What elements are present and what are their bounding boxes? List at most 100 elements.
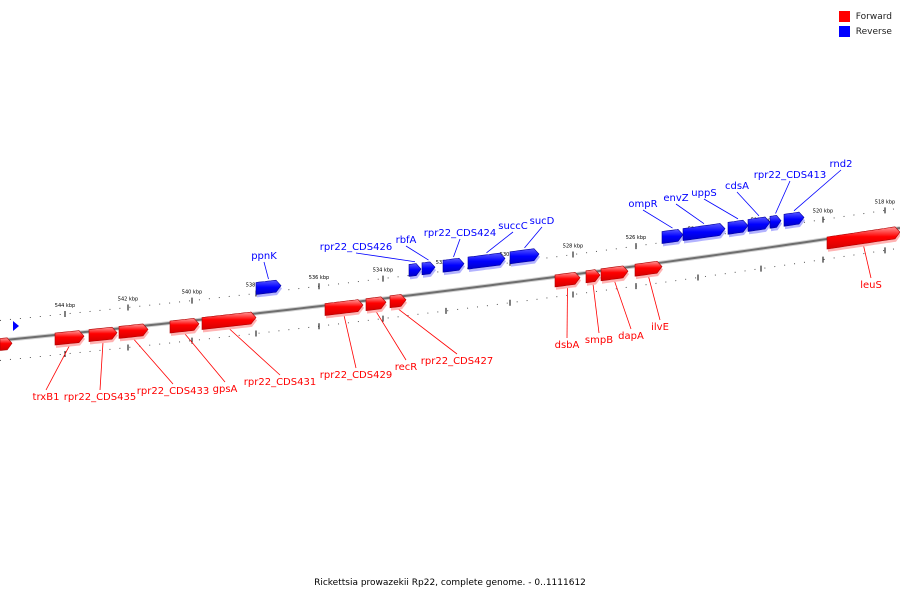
- partial-reverse-gene: [13, 321, 19, 331]
- leader-line: [375, 311, 407, 361]
- scale-tick-label: 518 kbp: [875, 199, 895, 205]
- gene-rpr22_CDS435[interactable]: [88, 326, 118, 342]
- gene-label-smpB[interactable]: smpB: [585, 335, 613, 346]
- leader-line: [405, 245, 429, 261]
- leader-line: [614, 280, 632, 330]
- leader-line: [343, 315, 357, 369]
- backbone-layer: [0, 226, 900, 343]
- leader-line: [133, 338, 174, 385]
- leader-line: [99, 342, 104, 391]
- gene-label-ilvE[interactable]: ilvE: [651, 322, 669, 333]
- gene-dapA[interactable]: [600, 265, 629, 282]
- scale-tick-label: 528 kbp: [563, 244, 583, 250]
- gene-label-gpsA[interactable]: gpsA: [213, 384, 238, 395]
- legend-label-reverse: Reverse: [855, 26, 892, 37]
- gene-trxB1[interactable]: [54, 330, 85, 346]
- gene-rpr22_CDS413[interactable]: [769, 215, 782, 229]
- gene-label-sucD[interactable]: sucD: [530, 216, 555, 227]
- gene-label-rbfA[interactable]: rbfA: [396, 235, 417, 246]
- gene-gpsA[interactable]: [169, 318, 200, 334]
- lower-scale-line: [0, 247, 900, 361]
- leader-line: [592, 283, 600, 334]
- leader-line: [703, 198, 739, 220]
- gene-uppS[interactable]: [727, 219, 749, 235]
- gene-rpr22_CDS424[interactable]: [442, 257, 465, 273]
- leader-line: [263, 261, 269, 280]
- leader-line: [453, 238, 461, 258]
- partial-forward-gene: [0, 337, 13, 351]
- scale-tick-label: 534 kbp: [373, 268, 393, 274]
- gene-rbfA[interactable]: [421, 261, 436, 276]
- gene-label-rpr22_CDS429[interactable]: rpr22_CDS429: [320, 370, 392, 381]
- gene-smpB[interactable]: [585, 269, 601, 284]
- gene-rpr22_CDS427[interactable]: [389, 294, 407, 309]
- forward-swatch: [838, 11, 850, 22]
- gene-envZ[interactable]: [682, 223, 726, 241]
- gene-label-rpr22_CDS435[interactable]: rpr22_CDS435: [64, 392, 136, 403]
- leader-line: [863, 245, 872, 279]
- gene-ilvE[interactable]: [634, 260, 663, 277]
- gene-label-rnd2[interactable]: rnd2: [830, 159, 853, 170]
- gene-label-ompR[interactable]: ompR: [628, 199, 657, 210]
- gene-ompR[interactable]: [661, 228, 684, 244]
- leader-line: [184, 333, 226, 383]
- legend-label-forward: Forward: [855, 11, 892, 22]
- leader-line: [675, 203, 705, 225]
- gene-label-trxB1[interactable]: trxB1: [33, 392, 60, 403]
- gene-succC[interactable]: [467, 252, 506, 270]
- leader-line: [524, 226, 543, 249]
- leader-line: [793, 169, 842, 212]
- gene-label-recR[interactable]: recR: [395, 362, 418, 373]
- gene-label-ppnK[interactable]: ppnK: [251, 251, 277, 262]
- leader-line: [486, 231, 514, 254]
- gene-cdsA[interactable]: [747, 216, 771, 232]
- gene-leuS[interactable]: [826, 226, 900, 250]
- gene-rpr22_CDS433[interactable]: [118, 323, 149, 339]
- leader-line: [642, 209, 673, 229]
- gene-label-rpr22_CDS426[interactable]: rpr22_CDS426: [320, 242, 392, 253]
- gene-label-rpr22_CDS413[interactable]: rpr22_CDS413: [754, 170, 826, 181]
- genome-backbone: [0, 227, 900, 342]
- scale-tick-label: 540 kbp: [182, 290, 202, 296]
- leader-line: [775, 180, 791, 214]
- leader-line: [355, 252, 416, 263]
- leader-line: [736, 191, 760, 217]
- scale-tick-label: 536 kbp: [309, 275, 329, 281]
- gene-dsbA[interactable]: [554, 271, 581, 288]
- gene-label-rpr22_CDS431[interactable]: rpr22_CDS431: [244, 377, 316, 388]
- leader-line: [648, 276, 661, 321]
- gene-rnd2[interactable]: [783, 211, 805, 227]
- scale-tick-label: 544 kbp: [55, 303, 75, 309]
- leader-line: [566, 287, 568, 339]
- gene-label-rpr22_CDS433[interactable]: rpr22_CDS433: [137, 386, 209, 397]
- map-caption: Rickettsia prowazekii Rp22, complete gen…: [314, 578, 586, 588]
- leader-line: [397, 308, 458, 355]
- genes-layer: [0, 211, 900, 351]
- gene-label-envZ[interactable]: envZ: [663, 193, 688, 204]
- legend: Forward Reverse: [838, 9, 892, 39]
- leader-lines-layer: [45, 169, 872, 391]
- gene-label-uppS[interactable]: uppS: [691, 188, 716, 199]
- gene-rpr22_CDS431[interactable]: [201, 311, 257, 330]
- scale-tick-label: 520 kbp: [813, 209, 833, 215]
- gene-ppnK[interactable]: [255, 279, 282, 295]
- backbone-shadow: [0, 226, 900, 343]
- gene-label-rpr22_CDS427[interactable]: rpr22_CDS427: [421, 356, 493, 367]
- reverse-swatch: [838, 26, 850, 37]
- gene-sucD[interactable]: [509, 248, 540, 265]
- gene-rpr22_CDS426[interactable]: [408, 263, 422, 277]
- gene-label-succC[interactable]: succC: [498, 221, 528, 232]
- gene-rpr22_CDS429[interactable]: [324, 299, 364, 316]
- gene-label-dsbA[interactable]: dsbA: [555, 340, 580, 351]
- legend-item-forward: Forward: [838, 9, 892, 24]
- gene-recR[interactable]: [365, 296, 387, 312]
- gene-label-cdsA[interactable]: cdsA: [725, 181, 749, 192]
- gene-label-leuS[interactable]: leuS: [860, 280, 882, 291]
- gene-label-dapA[interactable]: dapA: [618, 331, 644, 342]
- gene-label-rpr22_CDS424[interactable]: rpr22_CDS424: [424, 228, 496, 239]
- leader-line: [45, 345, 70, 391]
- scale-tick-label: 542 kbp: [118, 296, 138, 302]
- scale-tick-label: 526 kbp: [626, 235, 646, 241]
